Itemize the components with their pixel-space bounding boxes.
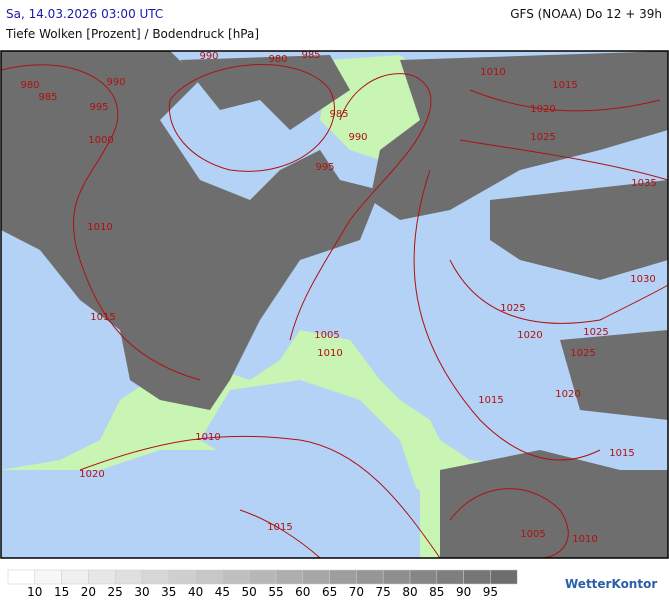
isobar-label: 1000 <box>88 135 113 146</box>
legend-label: 80 <box>402 585 417 599</box>
isobar-label: 985 <box>329 109 348 120</box>
legend-swatch <box>114 569 143 585</box>
isobar-label: 1020 <box>530 104 555 115</box>
brand: WetterKontor <box>565 577 657 591</box>
legend-swatch <box>382 569 411 585</box>
mediterranean <box>200 380 420 520</box>
legend-label: 30 <box>134 585 149 599</box>
legend-swatch <box>61 569 89 585</box>
cloud-east <box>490 180 668 280</box>
isobar-label: 1015 <box>267 522 292 533</box>
isobar-label: 990 <box>348 132 367 143</box>
isobar-label: 1020 <box>517 330 542 341</box>
isobar-label: 1015 <box>552 80 577 91</box>
legend-label: 55 <box>268 585 283 599</box>
isobar <box>289 73 432 341</box>
isobar-label: 1010 <box>87 222 112 233</box>
legend-swatch <box>409 569 438 585</box>
cloud-caucasus <box>560 330 668 420</box>
isobar <box>469 89 661 112</box>
isobar-label: 990 <box>199 51 218 62</box>
legend-swatch <box>329 569 357 585</box>
date-title: Sa, 14.03.2026 03:00 UTC <box>6 7 163 21</box>
legend-swatch <box>168 569 196 585</box>
isobar-label: 980 <box>268 54 287 65</box>
isobar-label: 980 <box>20 80 39 91</box>
legend-swatch <box>436 569 464 585</box>
cloud-north <box>180 55 350 130</box>
isobar-label: 1035 <box>631 178 656 189</box>
isobar <box>79 435 441 559</box>
isobar-label: 1015 <box>478 395 503 406</box>
isobar-label: 1030 <box>630 274 655 285</box>
legend-label: 65 <box>322 585 337 599</box>
legend-swatch <box>34 569 62 585</box>
isobar-label: 995 <box>315 162 334 173</box>
isobar-label: 1025 <box>570 348 595 359</box>
isobar-label: 1020 <box>555 389 580 400</box>
isobar-label: 1025 <box>530 132 555 143</box>
isobar <box>459 139 669 181</box>
isobar-label: 1005 <box>520 529 545 540</box>
isobar-label: 1005 <box>314 330 339 341</box>
legend-swatch <box>7 569 36 585</box>
isobar-label: 1010 <box>317 348 342 359</box>
legend-label: 35 <box>161 585 176 599</box>
isobar-label: 1010 <box>480 67 505 78</box>
legend-swatch <box>490 569 518 585</box>
isobar <box>449 259 669 324</box>
legend-label: 15 <box>54 585 69 599</box>
legend-label: 70 <box>349 585 364 599</box>
isobar <box>168 64 335 172</box>
isobar-label: 1025 <box>583 327 608 338</box>
legend-label: 40 <box>188 585 203 599</box>
legend-swatch <box>88 569 116 585</box>
legend-label: 60 <box>295 585 310 599</box>
black-sea <box>440 350 560 400</box>
legend-swatch <box>222 569 250 585</box>
legend-swatch <box>463 569 491 585</box>
isobar-label: 1020 <box>79 469 104 480</box>
isobar-label: 985 <box>38 92 57 103</box>
cloud-ne <box>370 51 668 220</box>
model-title: GFS (NOAA) Do 12 + 39h <box>510 7 662 21</box>
legend-swatch <box>356 569 384 585</box>
legend-label: 20 <box>81 585 96 599</box>
isobar-label: 995 <box>89 102 108 113</box>
isobar-label: 1015 <box>609 448 634 459</box>
isobar <box>239 509 321 559</box>
isobar <box>449 488 569 559</box>
isobar-label: 985 <box>301 50 320 61</box>
legend-swatch <box>248 569 277 585</box>
isobar-label: 990 <box>106 77 125 88</box>
legend: 10 15 20 25 30 35 40 45 50 55 60 65 70 75 80 85 90 95 <box>7 569 518 599</box>
isobar <box>0 64 201 381</box>
isobar <box>413 169 601 461</box>
legend-label: 10 <box>27 585 42 599</box>
isobar-label: 1010 <box>572 534 597 545</box>
legend-label: 95 <box>483 585 498 599</box>
legend-swatch <box>195 569 223 585</box>
legend-label: 75 <box>376 585 391 599</box>
legend-swatch <box>275 569 304 585</box>
legend-label: 90 <box>456 585 471 599</box>
isobar-label: 1015 <box>90 312 115 323</box>
legend-label: 50 <box>242 585 257 599</box>
isobars <box>0 64 669 559</box>
legend-swatch <box>141 569 170 585</box>
subtitle: Tiefe Wolken [Prozent] / Bodendruck [hPa… <box>5 27 259 41</box>
isobar-label: 1025 <box>500 303 525 314</box>
map-frame <box>0 50 669 559</box>
legend-label: 45 <box>215 585 230 599</box>
legend-label: 25 <box>108 585 123 599</box>
legend-label: 85 <box>429 585 444 599</box>
legend-swatch <box>302 569 330 585</box>
land <box>1 51 668 558</box>
isobar-label: 1010 <box>195 432 220 443</box>
cloud-atlantic <box>1 51 380 410</box>
